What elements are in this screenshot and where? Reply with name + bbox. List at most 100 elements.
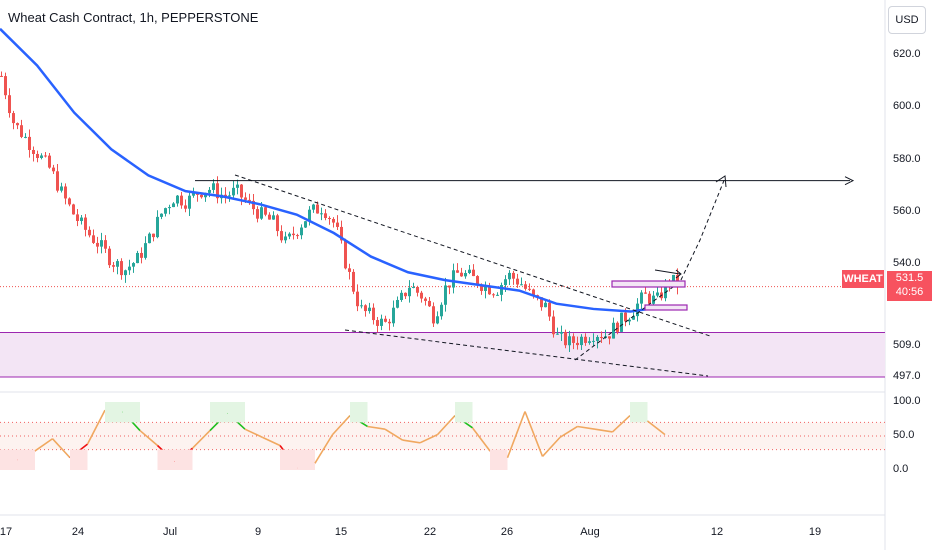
candle-body [284, 236, 287, 241]
currency-button[interactable]: USD [888, 6, 926, 34]
price-tick-label: 620.0 [893, 48, 921, 60]
candle-body [532, 289, 535, 296]
oscillator-segment [594, 428, 613, 433]
candle-body [448, 285, 451, 288]
candle-body [484, 285, 487, 291]
candle-body [372, 307, 375, 321]
oscillator-tick-label: 100.0 [893, 395, 921, 407]
oscillator-segment [436, 415, 456, 436]
candle-body [368, 307, 371, 312]
candle-body [228, 195, 231, 197]
oscillator-segment [471, 427, 491, 452]
osc-oversold-shade [175, 449, 193, 470]
candle-body [408, 287, 411, 297]
osc-overbought-shade [455, 402, 473, 423]
osc-oversold-shade [17, 449, 35, 470]
osc-oversold-shade [70, 449, 88, 470]
candle-body [364, 305, 367, 312]
candle-body [104, 240, 107, 249]
candle-body [356, 291, 359, 307]
candle-body [212, 183, 215, 190]
oscillator-segment [647, 420, 666, 436]
candle-body [40, 155, 43, 158]
moving-average-line [0, 27, 668, 313]
candle-body [64, 186, 67, 199]
candle-body [480, 285, 483, 291]
candle-body [444, 285, 447, 305]
candle-body [272, 215, 275, 220]
oscillator-segment [51, 438, 71, 459]
candle-body [664, 281, 667, 299]
candle-body [144, 243, 147, 258]
candle-body [476, 276, 479, 286]
candle-body [548, 302, 551, 317]
candle-body [612, 322, 615, 339]
oscillator-tick-label: 50.0 [893, 429, 915, 441]
candle-body [224, 194, 227, 197]
candle-body [620, 312, 623, 332]
candle-body [56, 171, 59, 191]
oscillator-segment [191, 429, 211, 449]
last-price: 531.5 [895, 272, 924, 284]
candle-body [460, 272, 463, 277]
candle-body [72, 204, 75, 215]
candle-body [48, 155, 51, 168]
candle-body [320, 213, 323, 215]
candle-body [252, 200, 255, 210]
candle-body [136, 252, 139, 264]
time-tick-label: 9 [254, 526, 262, 538]
candle-body [540, 297, 543, 308]
candle-body [308, 209, 311, 222]
candle-body [108, 248, 111, 266]
candle-body [152, 233, 155, 238]
osc-oversold-shade [490, 449, 508, 470]
candle-body [328, 218, 331, 220]
candle-body [672, 274, 675, 285]
candle-body [216, 183, 219, 199]
osc-oversold-shade [0, 449, 18, 470]
candle-body [244, 197, 247, 200]
chart-title: Wheat Cash Contract, 1h, PEPPERSTONE [8, 10, 259, 25]
candle-body [528, 288, 531, 290]
oscillator-segment [367, 425, 386, 430]
osc-overbought-shade [210, 402, 228, 423]
candle-body [508, 272, 511, 280]
candle-body [36, 153, 39, 158]
candle-body [276, 215, 279, 232]
candle-body [380, 318, 383, 326]
candle-body [504, 279, 507, 286]
candle-body [96, 242, 99, 247]
bar-countdown: 40:56 [895, 286, 924, 298]
candle-body [280, 231, 283, 241]
candle-body [452, 270, 455, 288]
candle-body [396, 299, 399, 308]
candle-body [436, 316, 439, 324]
candle-body [28, 136, 31, 150]
candle-body [168, 207, 171, 209]
osc-overbought-shade [122, 402, 140, 423]
candle-body [296, 235, 299, 237]
price-tick-label: 560.0 [893, 205, 921, 218]
candle-body [520, 284, 523, 286]
candle-body [456, 270, 459, 273]
osc-overbought-shade [227, 402, 245, 423]
candle-body [124, 270, 127, 276]
oscillator-segment [34, 438, 53, 452]
time-tick-label: Aug [580, 526, 600, 538]
candle-body [248, 199, 251, 201]
price-tick-label: 509.0 [893, 338, 921, 351]
price-tick-label: 497.0 [893, 370, 921, 382]
candle-body [556, 333, 559, 335]
candle-body [128, 266, 131, 271]
candle-body [148, 233, 151, 244]
candle-body [524, 284, 527, 289]
candle-body [200, 194, 203, 198]
candle-body [568, 336, 571, 346]
candle-body [616, 322, 619, 332]
candle-body [560, 331, 563, 334]
projection-path [574, 177, 726, 361]
candle-body [552, 316, 555, 335]
candle-body [184, 205, 187, 209]
candle-body [20, 125, 23, 137]
